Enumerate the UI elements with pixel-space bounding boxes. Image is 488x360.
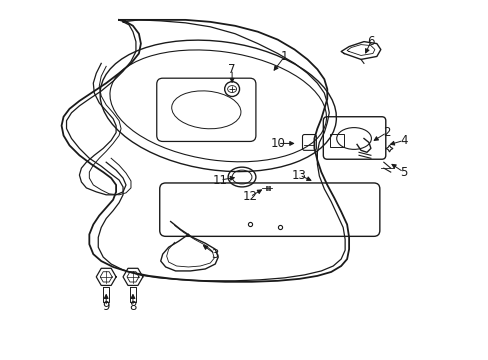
Text: 9: 9 — [102, 300, 110, 313]
Text: 5: 5 — [399, 166, 407, 179]
Text: 7: 7 — [228, 63, 235, 76]
Text: 11: 11 — [212, 174, 227, 186]
Text: 8: 8 — [129, 300, 136, 313]
Text: 4: 4 — [399, 134, 407, 147]
Text: 1: 1 — [280, 50, 288, 63]
Text: 12: 12 — [242, 190, 257, 203]
Text: 3: 3 — [211, 248, 219, 261]
Text: 2: 2 — [382, 126, 390, 139]
Text: 10: 10 — [270, 137, 285, 150]
Text: 13: 13 — [291, 168, 306, 181]
Text: 6: 6 — [366, 35, 374, 48]
